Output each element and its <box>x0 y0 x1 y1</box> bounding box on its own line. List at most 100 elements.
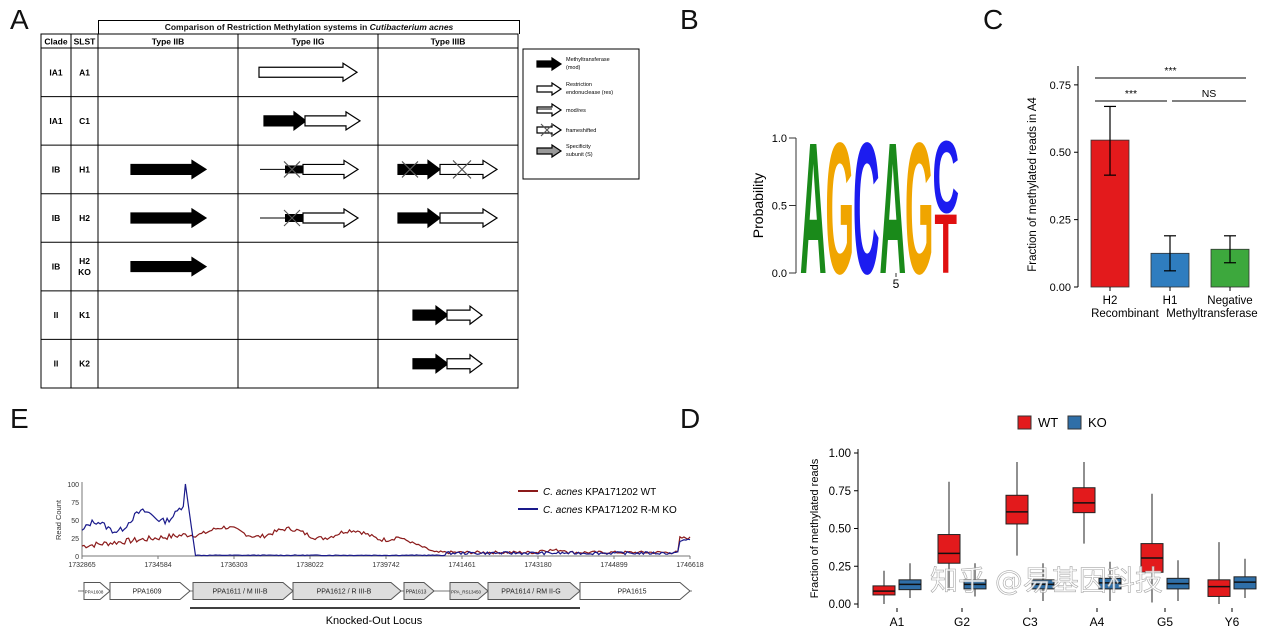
row-slst: C1 <box>79 116 90 126</box>
logo-letter: A <box>879 104 906 314</box>
x-axis-label: Recombinant <box>1091 308 1160 320</box>
gene-label: PPA1612 / R III-B <box>317 589 372 596</box>
legend-specificity-arrow <box>536 143 563 159</box>
legend-label: Restriction <box>566 82 592 88</box>
bar <box>1210 248 1250 288</box>
legend-label: mod/res <box>566 108 586 114</box>
x-tick-label: 1736303 <box>220 562 247 569</box>
panel-a-title: Comparison of Restriction Methylation sy… <box>98 20 520 34</box>
row-slst: H2 <box>79 256 90 266</box>
x-tick-label: C3 <box>1022 615 1038 629</box>
column-header: SLST <box>74 37 97 47</box>
legend-label: (mod) <box>566 65 581 71</box>
knocked-out-locus-label: Knocked-Out Locus <box>326 615 423 627</box>
iig-res-arrow <box>304 110 362 131</box>
iig-res-arrow <box>302 159 360 180</box>
column-header: Clade <box>44 37 67 47</box>
legend-swatch-ko <box>1067 415 1082 430</box>
legend-label: Methyltransferase <box>566 57 610 63</box>
significance-label: *** <box>1125 88 1137 100</box>
y-tick-label: 0.0 <box>772 268 787 280</box>
iiib-res-arrow <box>446 353 483 374</box>
column-header: Type IIG <box>292 37 325 47</box>
gene-arrow <box>449 582 489 600</box>
frameshift-cross-icon <box>452 160 472 179</box>
x-tick-label: Y6 <box>1225 615 1240 629</box>
panel-b-letter: B <box>680 4 699 35</box>
y-tick-label: 0.75 <box>829 486 851 498</box>
gene-label: PPA1614 / RM II-G <box>501 589 560 596</box>
y-tick-label: 0.75 <box>1050 80 1071 92</box>
x-tick-label: G2 <box>954 615 970 629</box>
box <box>1233 576 1257 590</box>
iig-frameshift-block <box>285 165 303 174</box>
legend-label: endonuclease (res) <box>566 90 613 96</box>
gene-label: PPA1613 <box>406 590 427 596</box>
x-tick-label: 1738022 <box>296 562 323 569</box>
logo-letter: C <box>932 120 959 235</box>
gene-label: PPA1608 <box>85 590 104 595</box>
iib-mod-arrow <box>130 207 208 229</box>
row-clade: IB <box>52 262 61 272</box>
row-slst: A1 <box>79 67 90 77</box>
y-tick-label: 0.25 <box>829 561 851 573</box>
gene-label: PPA_RS13450 <box>451 590 481 595</box>
iig-mod-res-arrow <box>258 62 359 83</box>
row-slst: H1 <box>79 164 90 174</box>
legend-strain: KPA171202 WT <box>582 487 656 498</box>
legend-label: subunit (S) <box>566 152 593 158</box>
y-axis-label: Fraction of methylated reads <box>809 458 821 598</box>
row-clade: II <box>54 359 59 369</box>
panel-a-letter: A <box>10 4 29 35</box>
column-header: Type IIIB <box>431 37 466 47</box>
row-slst: K1 <box>79 310 90 320</box>
iiib-res-arrow <box>439 207 499 229</box>
y-tick-label: 0 <box>75 554 79 561</box>
y-tick-label: 50 <box>71 518 79 525</box>
significance-label: *** <box>1164 65 1176 77</box>
frameshift-cross-icon <box>283 161 301 178</box>
logo-letter: T <box>935 197 958 292</box>
iib-mod-arrow <box>130 159 208 180</box>
row-clade: IB <box>52 213 61 223</box>
x-axis-label: Methyltransferase <box>1166 308 1257 320</box>
x-tick-label: G5 <box>1157 615 1173 629</box>
y-tick-label: 25 <box>71 536 79 543</box>
x-tick-label: 5 <box>893 277 900 291</box>
y-tick-label: 75 <box>71 500 79 507</box>
legend-label-wt: WT <box>1038 415 1058 430</box>
iiib-mod-arrow <box>412 304 449 326</box>
panel-a-title-text: Comparison of Restriction Methylation sy… <box>164 22 370 32</box>
y-tick-label: 0.00 <box>1050 282 1071 294</box>
gene-arrow <box>403 582 435 600</box>
x-tick-label: 1746618 <box>676 562 703 569</box>
gene-arrow <box>292 582 402 600</box>
legend-frameshift-arrow <box>536 122 563 138</box>
iiib-res-arrow <box>446 304 483 326</box>
watermark: 知乎 @易基因科技 <box>930 564 1163 597</box>
gene-label: PPA1609 <box>132 589 161 596</box>
iib-mod-arrow <box>130 256 208 277</box>
wt-coverage-line <box>81 525 691 555</box>
legend-res-arrow <box>536 81 563 97</box>
x-tick-label: 1741461 <box>448 562 475 569</box>
legend-label: C. acnes KPA171202 WT <box>543 487 656 498</box>
iig-frameshift-block <box>285 214 303 222</box>
box <box>872 585 896 596</box>
gene-arrow <box>579 582 691 600</box>
legend-label: C. acnes KPA171202 R-M KO <box>543 505 677 516</box>
gene-arrow <box>83 582 111 600</box>
x-tick-label: 1732865 <box>68 562 95 569</box>
y-axis-label: Probability <box>750 173 766 238</box>
frameshift-cross-icon <box>540 123 554 137</box>
y-tick-label: 1.00 <box>829 448 851 460</box>
panel-c-letter: C <box>983 4 1004 35</box>
legend-box <box>522 48 640 180</box>
iiib-mod-arrow <box>412 353 449 374</box>
logo-letter: G <box>905 104 934 314</box>
y-tick-label: 0.50 <box>829 524 851 536</box>
legend-species: C. acnes <box>543 487 582 498</box>
